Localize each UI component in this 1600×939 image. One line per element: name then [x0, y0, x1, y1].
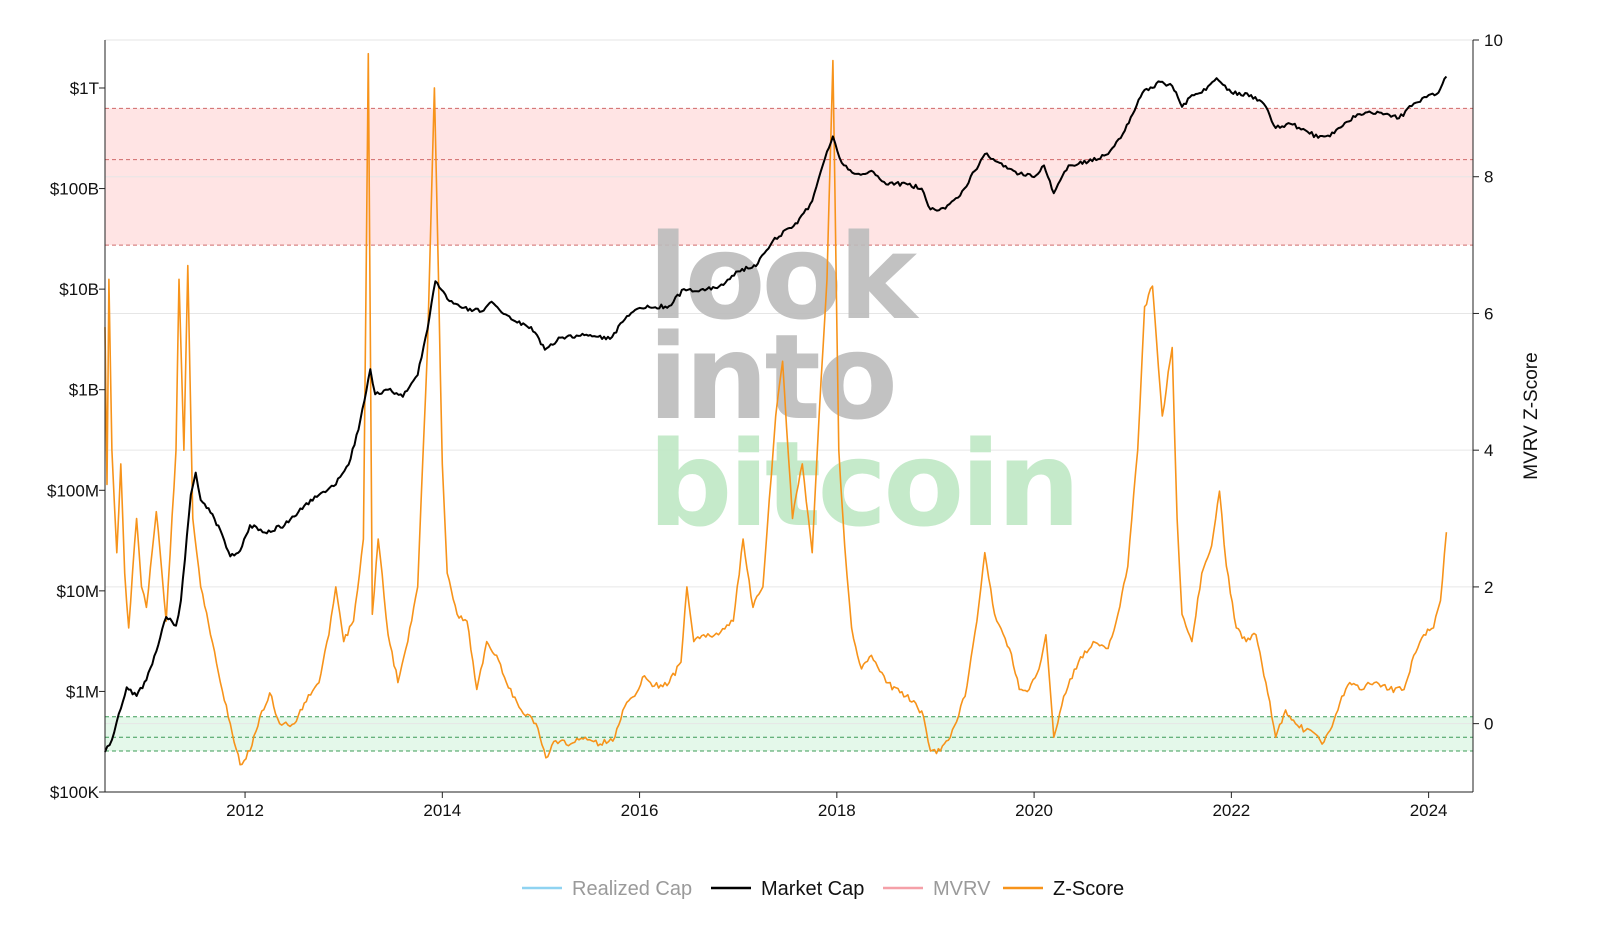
left-tick-label-7: $1T	[70, 79, 99, 98]
left-tick-label-3: $100M	[47, 481, 99, 500]
legend-label: MVRV	[933, 878, 991, 900]
legend-item-mvrv[interactable]: MVRV	[883, 878, 991, 900]
band-bottom-fill	[105, 716, 1473, 751]
x-tick-label-2022: 2022	[1212, 801, 1250, 820]
legend-item-z-score[interactable]: Z-Score	[1003, 878, 1124, 900]
left-tick-label-2: $10M	[56, 582, 99, 601]
x-tick-label-2020: 2020	[1015, 801, 1053, 820]
legend-label: Market Cap	[761, 878, 864, 900]
watermark-line-1: into	[648, 308, 894, 446]
left-tick-label-4: $1B	[69, 381, 99, 400]
x-tick-label-2018: 2018	[818, 801, 856, 820]
left-tick-label-6: $100B	[50, 180, 99, 199]
x-tick-label-2014: 2014	[423, 801, 461, 820]
watermark-line-2: bitcoin	[648, 415, 1077, 553]
left-tick-label-5: $10B	[59, 280, 99, 299]
x-tick-label-2012: 2012	[226, 801, 264, 820]
right-axis-ticks: 0 2 4 6 8 10	[1473, 31, 1503, 734]
gridlines	[105, 39, 1473, 725]
legend-item-realized-cap[interactable]: Realized Cap	[522, 878, 692, 900]
series-layer	[104, 52, 1448, 766]
x-tick-label-2016: 2016	[621, 801, 659, 820]
right-tick-label-0: 0	[1484, 715, 1493, 734]
x-axis-ticks: 2012 2014 2016 2018 2020 2022 2024	[226, 792, 1448, 820]
right-tick-label-4: 4	[1484, 441, 1493, 460]
axes	[104, 40, 1474, 793]
legend-label: Z-Score	[1053, 878, 1124, 900]
left-tick-label-0: $100K	[50, 783, 100, 802]
legend-item-market-cap[interactable]: Market Cap	[711, 878, 864, 900]
right-tick-label-10: 10	[1484, 31, 1503, 50]
left-tick-label-1: $1M	[66, 682, 99, 701]
right-tick-label-2: 2	[1484, 578, 1493, 597]
watermark-line-0: look	[648, 208, 920, 346]
legend: Realized Cap Market Cap MVRV Z-Score	[522, 878, 1124, 900]
right-tick-label-8: 8	[1484, 168, 1493, 187]
legend-label: Realized Cap	[572, 878, 692, 900]
series-line-z-score	[104, 52, 1448, 766]
series-line-market-cap	[104, 75, 1448, 753]
right-axis-title: MVRV Z-Score	[1521, 352, 1542, 479]
right-tick-label-6: 6	[1484, 304, 1493, 323]
left-axis-ticks: $100K $1M $10M $100M $1B $10B $100B $1T	[47, 79, 105, 802]
x-tick-label-2024: 2024	[1410, 801, 1448, 820]
